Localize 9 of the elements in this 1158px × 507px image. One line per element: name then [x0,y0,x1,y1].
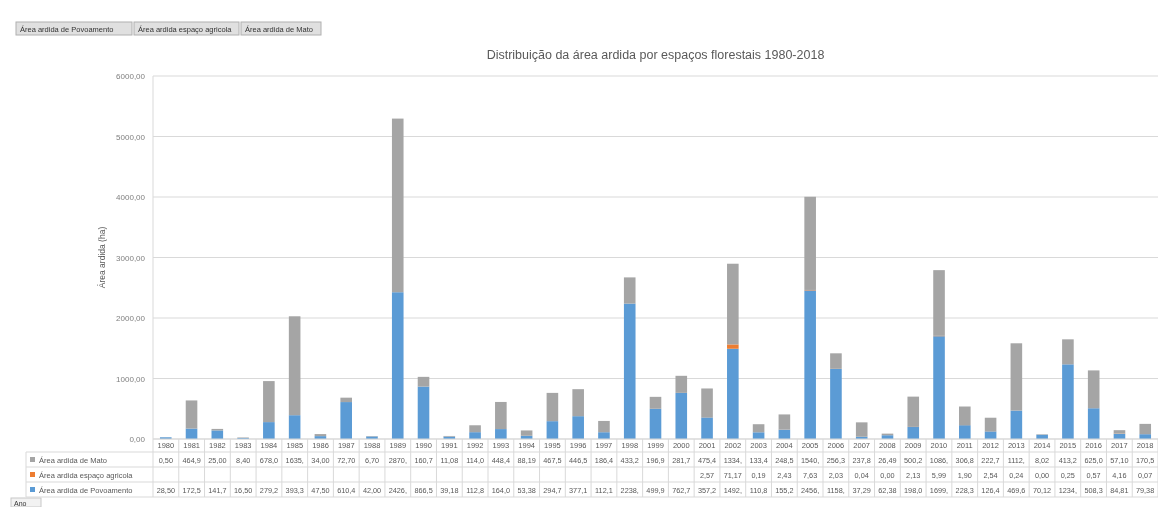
y-tick-label: 3000,00 [116,253,146,263]
y-tick-label: 6000,00 [116,72,146,81]
y-tick-label: 0,00 [129,435,146,444]
chart-title: Distribuição da área ardida por espaços florestais 1980-2018 [486,48,825,62]
y-tick-label: 4000,00 [116,193,146,202]
y-tick-label: 1000,00 [116,374,146,384]
y-axis-title: Área ardida (ha) [97,226,107,289]
y-tick-label: 5000,00 [116,132,146,142]
y-tick-label: 2000,00 [116,314,146,323]
